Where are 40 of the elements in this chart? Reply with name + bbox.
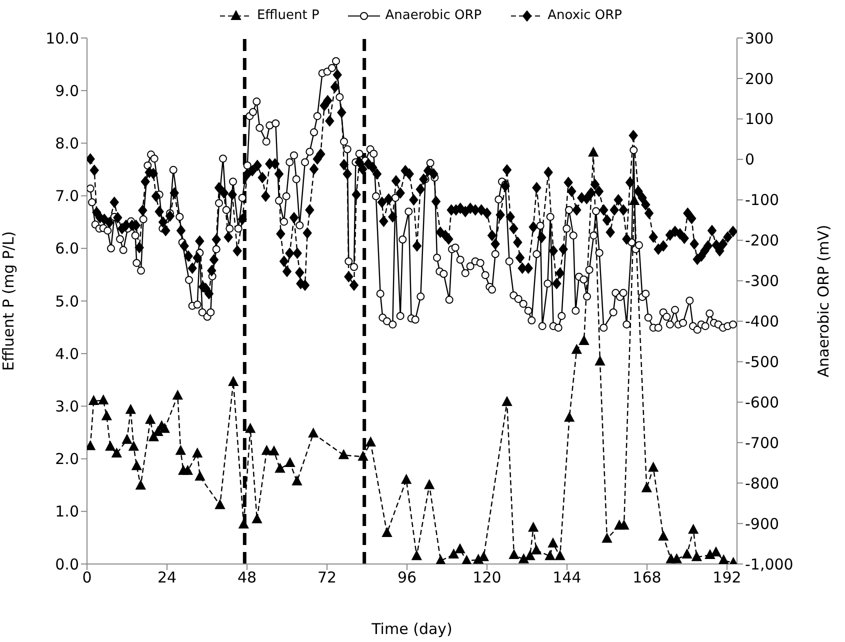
y2-tick-label: -200 [745, 232, 780, 250]
x-tick-label: 48 [237, 568, 257, 587]
y2-tick-label: -300 [745, 272, 780, 290]
x-tick-label: 96 [397, 568, 417, 587]
y2-tick-label: 300 [745, 29, 774, 48]
y-tick-label: 3.0 [55, 398, 79, 416]
y-tick-label: 4.0 [55, 344, 79, 363]
y-tick-label: 9.0 [55, 82, 79, 100]
x-tick-label: 24 [157, 568, 177, 587]
y-tick-label: 8.0 [55, 134, 79, 153]
y2-tick-label: 0 [745, 150, 755, 169]
y2-tick-label: -400 [745, 312, 780, 331]
legend-label: Effluent P [256, 8, 320, 23]
y2-axis-title: Anaerobic ORP (mV) [814, 224, 832, 378]
y-tick-label: 1.0 [55, 502, 79, 521]
y-tick-label: 6.0 [55, 240, 79, 258]
y2-tick-label: -800 [745, 474, 780, 492]
y2-tick-label: -1,000 [745, 555, 794, 574]
y-tick-label: 2.0 [55, 450, 79, 468]
y-tick-label: 10.0 [46, 29, 79, 48]
y2-tick-label: -100 [745, 191, 780, 210]
x-tick-label: 168 [632, 568, 662, 587]
legend-label: Anaerobic ORP [385, 8, 482, 23]
x-tick-label: 72 [317, 568, 337, 587]
x-axis-title: Time (day) [370, 620, 452, 638]
x-tick-label: 192 [712, 568, 742, 587]
y2-tick-label: 100 [745, 110, 774, 128]
y-tick-label: 5.0 [55, 292, 79, 310]
y2-tick-label: -600 [745, 393, 780, 412]
y2-tick-label: -700 [745, 434, 780, 452]
y2-tick-label: -900 [745, 514, 780, 533]
x-tick-label: 120 [472, 568, 502, 587]
y2-tick-label: 200 [745, 70, 774, 88]
x-tick-label: 0 [82, 568, 92, 587]
y-tick-label: 7.0 [55, 187, 79, 206]
legend-label: Anoxic ORP [548, 8, 622, 23]
y2-tick-label: -500 [745, 353, 780, 372]
y-tick-label: 0.0 [55, 555, 79, 574]
y-axis-title: Effluent P (mg P/L) [0, 231, 18, 371]
x-tick-label: 144 [552, 568, 582, 587]
